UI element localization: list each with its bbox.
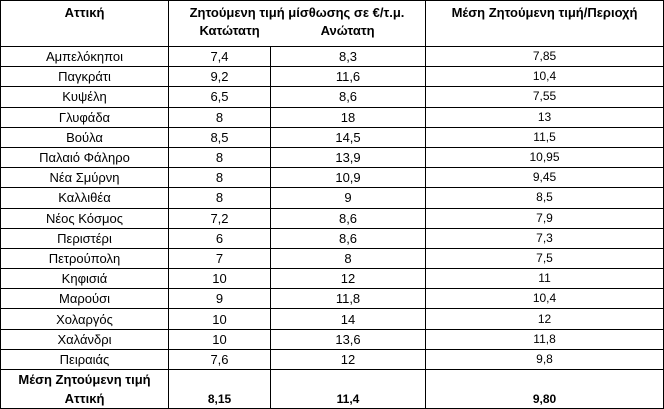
table-row: Παλαιό Φάληρο 8 13,9 10,95 [0, 146, 664, 169]
cell-min: 8 [168, 106, 271, 128]
cell-max: 8,6 [269, 207, 427, 229]
cell-avg: 10,4 [425, 288, 664, 310]
table-row: Χαλάνδρι 10 13,6 11,8 [0, 328, 664, 350]
cell-avg: 10,95 [425, 146, 664, 169]
table-row: Περιστέρι 6 8,6 7,3 [0, 227, 664, 249]
cell-avg: 13 [425, 106, 664, 128]
table-row: Βούλα 8,5 14,5 11,5 [0, 126, 664, 148]
cell-area: Κυψέλη [0, 86, 169, 108]
cell-avg: 7,9 [425, 207, 664, 229]
cell-min: 6,5 [168, 86, 271, 108]
cell-min: 8 [168, 187, 271, 209]
cell-avg: 11 [425, 268, 664, 290]
footer-label-line2: Αττική [64, 391, 105, 406]
cell-min: 8 [168, 167, 271, 189]
cell-area: Πετρούπολη [0, 247, 169, 270]
cell-area: Νέα Σμύρνη [0, 167, 169, 189]
cell-area: Παλαιό Φάληρο [0, 146, 169, 169]
table-row: Παγκράτι 9,2 11,6 10,4 [0, 66, 664, 88]
cell-min: 10 [168, 308, 271, 330]
cell-area: Αμπελόκηποι [0, 45, 169, 68]
cell-max: 14,5 [269, 126, 427, 148]
footer-label-line1: Μέση Ζητούμενη τιμή [18, 372, 151, 387]
table-row: Κηφισιά 10 12 11 [0, 268, 664, 290]
cell-min: 10 [168, 268, 271, 290]
footer-min: 8,15 [168, 369, 271, 409]
table-row: Καλλιθέα 8 9 8,5 [0, 187, 664, 209]
cell-max: 12 [269, 268, 427, 290]
cell-avg: 7,3 [425, 227, 664, 249]
table-row: Νέα Σμύρνη 8 10,9 9,45 [0, 167, 664, 189]
footer-avg: 9,80 [425, 369, 664, 409]
cell-avg: 10,4 [425, 66, 664, 88]
cell-avg: 8,5 [425, 187, 664, 209]
header-row: Αττική Ζητούμενη τιμή μίσθωσης σε €/τ.μ.… [0, 0, 664, 47]
table-row: Χολαργός 10 14 12 [0, 308, 664, 330]
cell-max: 8,3 [269, 45, 427, 68]
header-rent: Ζητούμενη τιμή μίσθωσης σε €/τ.μ. Κατώτα… [167, 0, 427, 47]
header-region: Αττική [0, 0, 169, 47]
cell-max: 13,6 [269, 328, 427, 350]
cell-area: Μαρούσι [0, 288, 169, 310]
cell-max: 10,9 [269, 167, 427, 189]
table-row: Αμπελόκηποι 7,4 8,3 7,85 [0, 45, 664, 68]
cell-min: 7,4 [168, 45, 271, 68]
footer-max: 11,4 [269, 369, 427, 409]
cell-area: Παγκράτι [0, 66, 169, 88]
cell-min: 10 [168, 328, 271, 350]
cell-avg: 7,5 [425, 247, 664, 270]
cell-min: 8 [168, 146, 271, 169]
cell-avg: 9,8 [425, 348, 664, 371]
cell-avg: 11,8 [425, 328, 664, 350]
table-row: Γλυφάδα 8 18 13 [0, 106, 664, 128]
table-row: Νέος Κόσμος 7,2 8,6 7,9 [0, 207, 664, 229]
cell-max: 9 [269, 187, 427, 209]
cell-area: Χολαργός [0, 308, 169, 330]
table-row: Μαρούσι 9 11,8 10,4 [0, 288, 664, 310]
cell-max: 14 [269, 308, 427, 330]
table-row: Πειραιάς 7,6 12 9,8 [0, 348, 664, 371]
cell-max: 11,8 [269, 288, 427, 310]
cell-area: Πειραιάς [0, 348, 169, 371]
header-max: Ανώτατη [320, 23, 375, 38]
cell-min: 6 [168, 227, 271, 249]
cell-min: 9,2 [168, 66, 271, 88]
table-row: Κυψέλη 6,5 8,6 7,55 [0, 86, 664, 108]
header-rent-title: Ζητούμενη τιμή μίσθωσης σε €/τ.μ. [189, 5, 405, 20]
cell-area: Περιστέρι [0, 227, 169, 249]
cell-avg: 9,45 [425, 167, 664, 189]
cell-max: 12 [269, 348, 427, 371]
cell-max: 18 [269, 106, 427, 128]
header-avg: Μέση Ζητούμενη τιμή/Περιοχή [425, 0, 664, 47]
footer-row: Μέση Ζητούμενη τιμή Αττική 8,15 11,4 9,80 [0, 369, 664, 409]
cell-avg: 11,5 [425, 126, 664, 148]
cell-max: 11,6 [269, 66, 427, 88]
cell-avg: 7,55 [425, 86, 664, 108]
cell-min: 7,6 [168, 348, 271, 371]
header-min: Κατώτατη [199, 23, 260, 38]
cell-area: Βούλα [0, 126, 169, 148]
cell-max: 8,6 [269, 227, 427, 249]
cell-area: Γλυφάδα [0, 106, 169, 128]
cell-area: Νέος Κόσμος [0, 207, 169, 229]
table-row: Πετρούπολη 7 8 7,5 [0, 247, 664, 270]
cell-min: 8,5 [168, 126, 271, 148]
cell-avg: 7,85 [425, 45, 664, 68]
cell-area: Κηφισιά [0, 268, 169, 290]
cell-max: 8 [269, 247, 427, 270]
cell-area: Καλλιθέα [0, 187, 169, 209]
cell-min: 7,2 [168, 207, 271, 229]
cell-max: 8,6 [269, 86, 427, 108]
cell-avg: 12 [425, 308, 664, 330]
cell-area: Χαλάνδρι [0, 328, 169, 350]
cell-max: 13,9 [269, 146, 427, 169]
cell-min: 7 [168, 247, 271, 270]
footer-label: Μέση Ζητούμενη τιμή Αττική [0, 369, 169, 409]
cell-min: 9 [168, 288, 271, 310]
